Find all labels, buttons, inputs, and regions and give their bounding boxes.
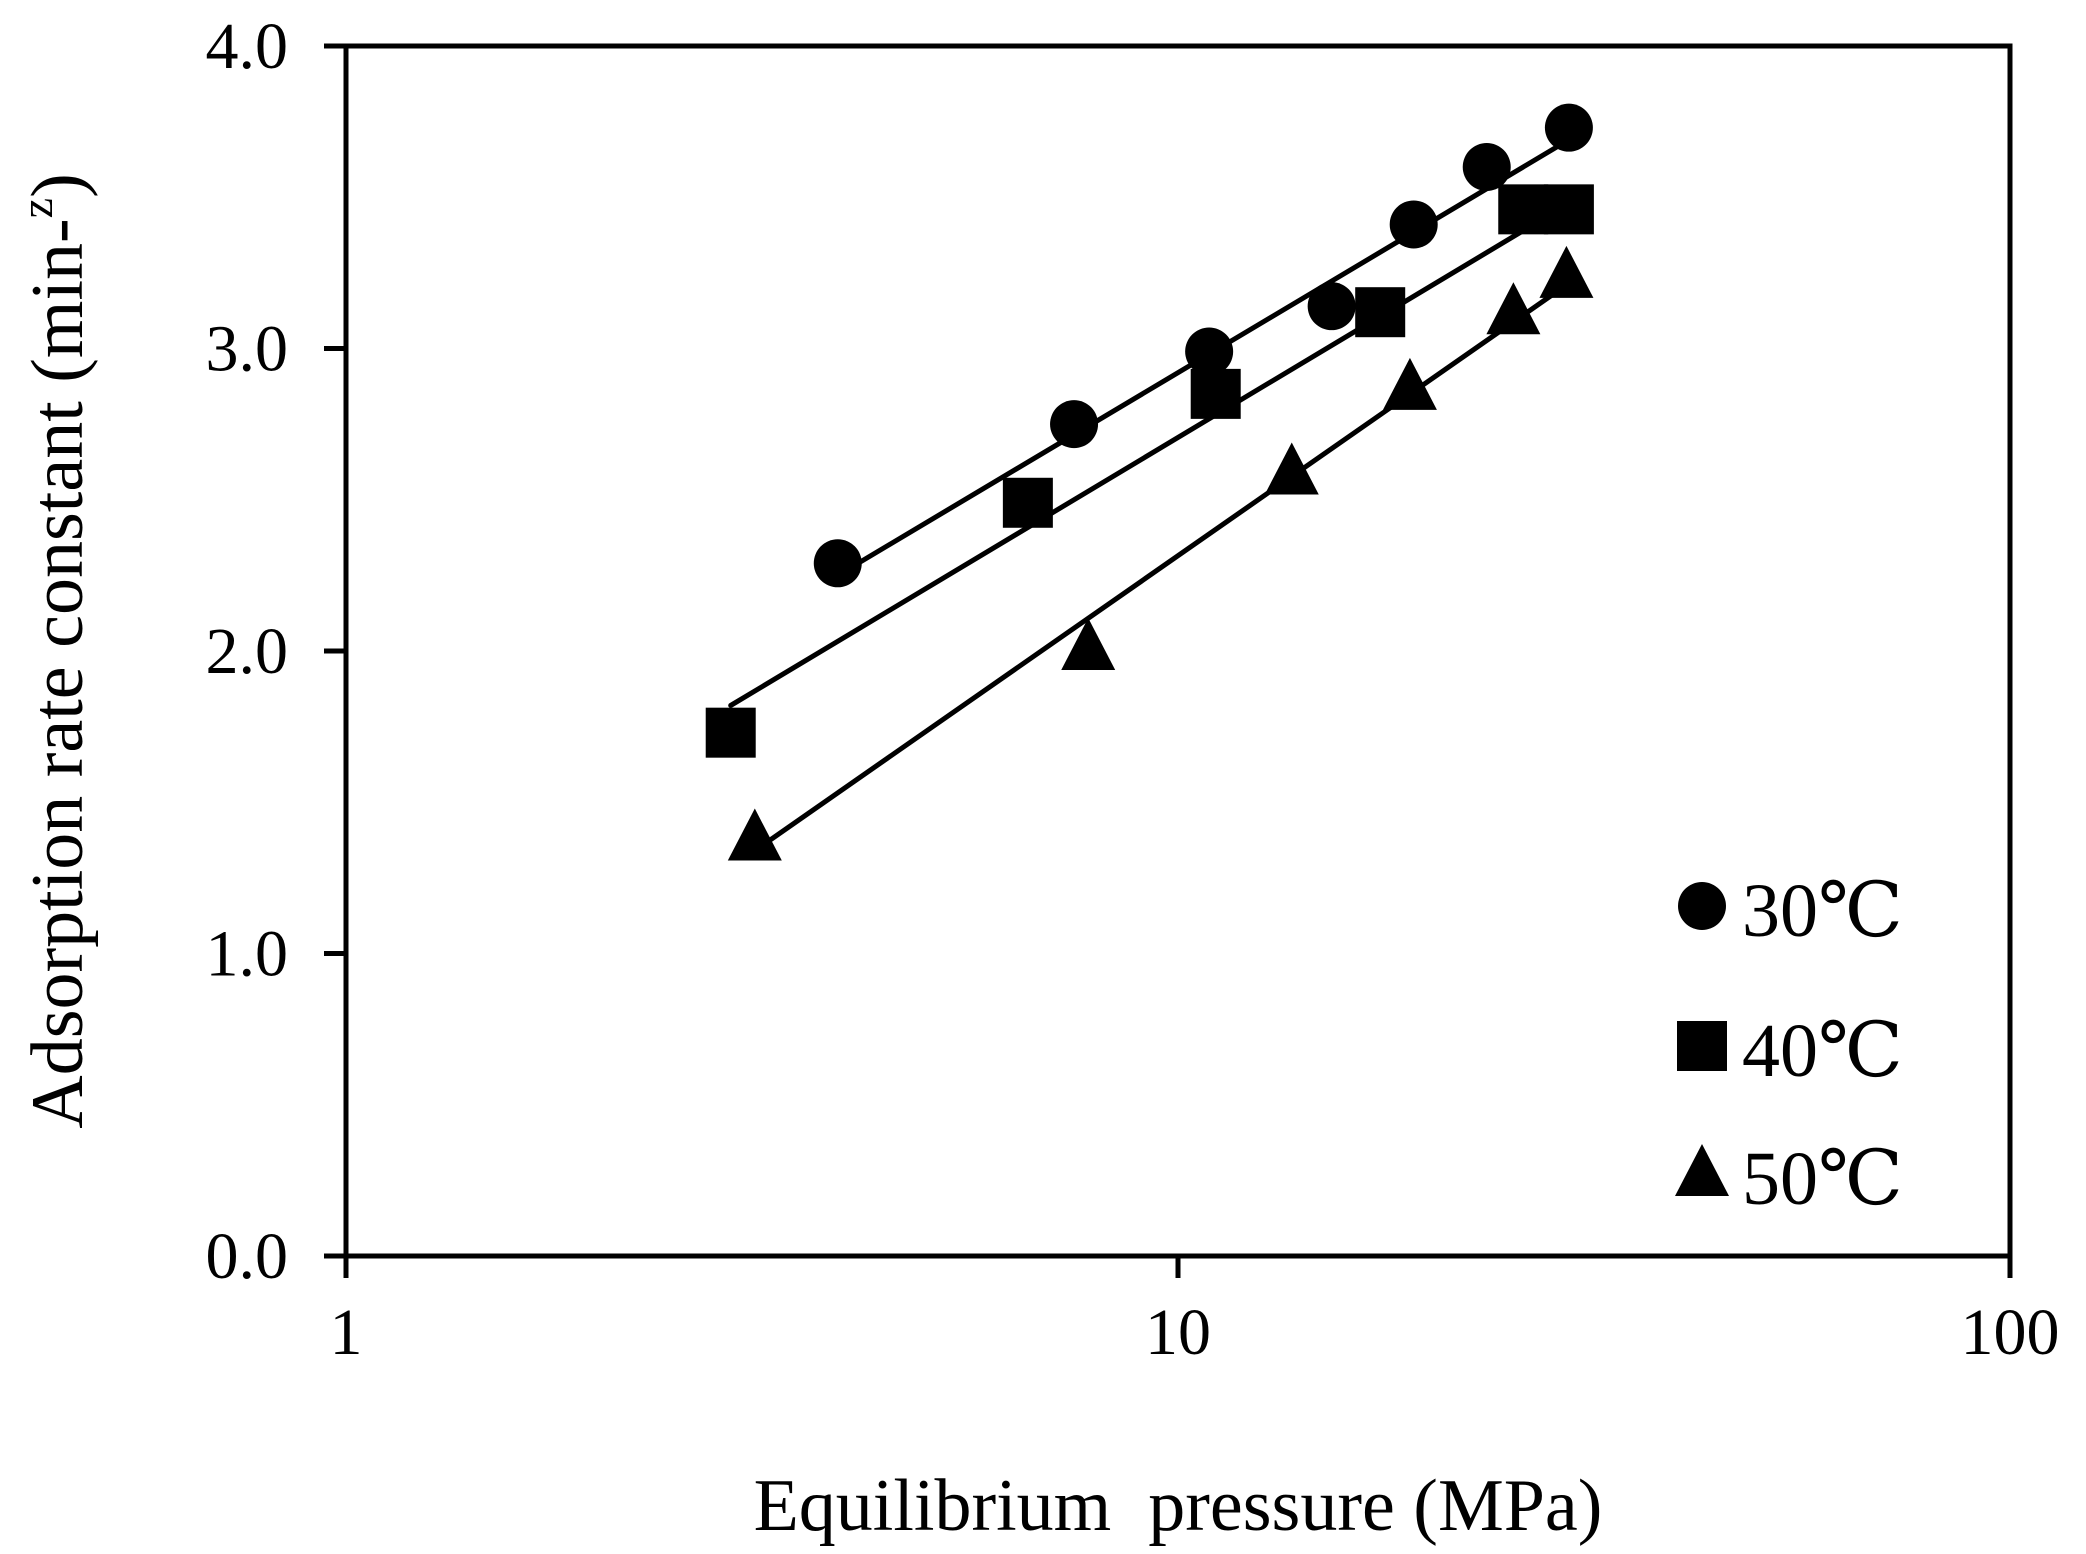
y-tick-label: 3.0 [206, 313, 289, 386]
legend-label: 30℃ [1742, 869, 1903, 953]
fit-line [728, 200, 1572, 708]
data-point-triangle [1486, 282, 1541, 335]
axis-tick-labels: 1 10 100 0.0 1.0 2.0 3.0 4.0 [206, 10, 2060, 1369]
data-point-circle [1050, 400, 1099, 449]
y-tick-label: 4.0 [206, 10, 289, 83]
y-axis-title-main: Adsorption rate constant (min- [17, 218, 99, 1128]
data-point-circle [1544, 103, 1593, 152]
data-point-triangle [1061, 617, 1116, 670]
y-axis-title-superscript: z [11, 198, 62, 218]
data-point-triangle [1264, 442, 1319, 495]
x-tick-label: 100 [1961, 1296, 2060, 1369]
data-point-triangle [727, 808, 782, 861]
fit-line [752, 282, 1569, 854]
x-tick-label: 1 [330, 1296, 363, 1369]
legend-label: 50℃ [1742, 1137, 1903, 1221]
data-point-square [1002, 477, 1053, 528]
legend-label: 40℃ [1742, 1009, 1903, 1093]
data-point-circle [1389, 200, 1438, 249]
x-tick-label: 10 [1145, 1296, 1211, 1369]
data-point-square [1190, 368, 1241, 419]
data-point-circle [813, 539, 862, 588]
data-point-triangle [1539, 245, 1594, 298]
legend-marker-circle [1678, 882, 1726, 930]
y-tick-label: 2.0 [206, 615, 289, 688]
axis-ticks [324, 43, 2013, 1278]
y-tick-label: 1.0 [206, 918, 289, 991]
data-point-square [1543, 184, 1594, 235]
data-point-square [1498, 184, 1549, 235]
legend-marker-square [1677, 1021, 1727, 1071]
data-point-square [705, 707, 756, 758]
legend: 30℃ 40℃ 50℃ [1675, 869, 1903, 1221]
x-axis-title: Equilibrium pressure (MPa) [754, 1465, 1603, 1547]
legend-marker-triangle [1675, 1144, 1729, 1196]
data-point-triangle [1382, 357, 1437, 410]
data-markers [705, 103, 1594, 861]
y-axis-title: Adsorption rate constant (min-z) [11, 173, 99, 1128]
data-point-circle [1462, 143, 1511, 191]
y-tick-label: 0.0 [206, 1220, 289, 1293]
y-axis-title-close: ) [17, 173, 99, 198]
data-point-square [1355, 287, 1406, 338]
data-point-circle [1185, 327, 1234, 376]
data-point-circle [1307, 282, 1356, 331]
